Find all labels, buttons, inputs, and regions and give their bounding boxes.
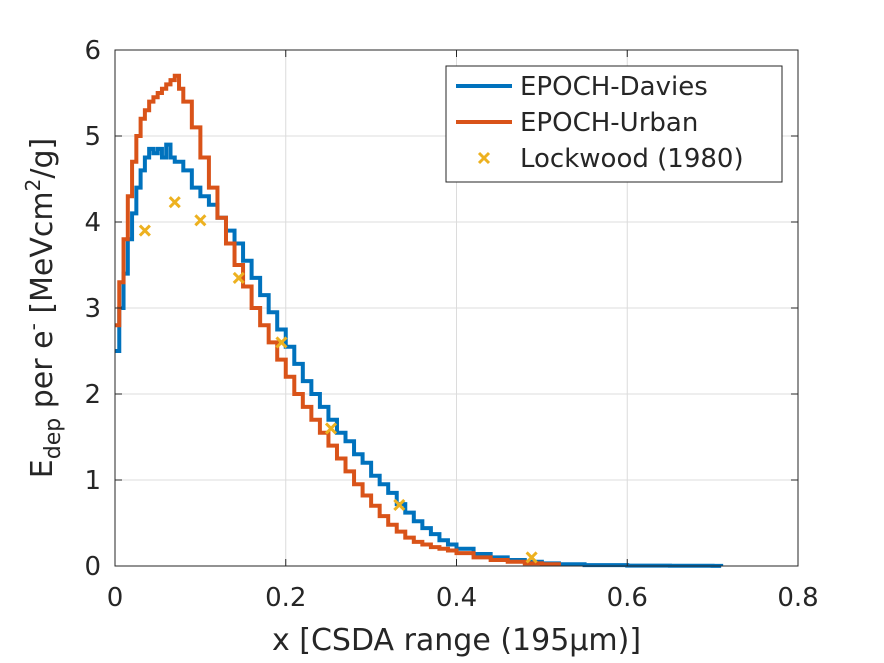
y-label-middle: per e <box>25 330 60 417</box>
x-tick-label: 0.8 <box>777 583 818 613</box>
legend-entry: EPOCH-Urban <box>456 108 698 138</box>
legend-label: Lockwood (1980) <box>520 144 744 174</box>
y-label-unit-start: [MeVcm <box>25 191 60 323</box>
y-label-unit-end: /g] <box>25 138 60 179</box>
legend-swatch <box>477 151 491 165</box>
data-point <box>525 551 538 564</box>
legend-label: EPOCH-Davies <box>520 72 708 102</box>
y-label-superscript: - <box>21 323 45 330</box>
data-point <box>275 336 288 349</box>
legend-entry: EPOCH-Davies <box>456 72 708 102</box>
y-tick-label: 4 <box>84 208 101 238</box>
series-layer <box>115 73 724 568</box>
y-tick-label: 5 <box>84 122 101 152</box>
legend: EPOCH-Davies EPOCH-Urban Lockwood (1980) <box>445 65 783 183</box>
axis-ticks <box>114 49 799 567</box>
x-tick-label: 0 <box>107 583 124 613</box>
y-tick-label: 2 <box>84 380 101 410</box>
legend-entry: Lockwood (1980) <box>477 144 744 174</box>
series-line-1 <box>115 73 561 567</box>
data-point <box>194 214 207 227</box>
data-point <box>393 498 406 512</box>
y-tick-label: 0 <box>84 552 101 582</box>
x-tick-label: 0.6 <box>607 583 648 613</box>
x-tick-label: 0.4 <box>436 583 477 613</box>
data-point <box>232 271 245 284</box>
y-tick-label: 3 <box>84 294 101 324</box>
y-label-unit-power: 2 <box>21 179 45 192</box>
series-line-0 <box>115 142 724 568</box>
x-tick-label: 0.2 <box>265 583 306 613</box>
data-point <box>324 422 338 435</box>
x-axis-label: x [CSDA range (195μm)] <box>272 623 641 658</box>
y-axis-label: Edep per e- [MeVcm2/g] <box>21 138 66 478</box>
y-tick-label: 6 <box>84 36 101 66</box>
y-label-subscript: dep <box>41 418 66 459</box>
legend-entries: EPOCH-Davies EPOCH-Urban Lockwood (1980) <box>456 72 744 174</box>
y-tick-label: 1 <box>84 466 101 496</box>
tick-labels: 0 0.2 0.4 0.6 0.8 0 1 2 3 4 5 6 <box>84 36 818 613</box>
data-point <box>138 224 151 237</box>
legend-label: EPOCH-Urban <box>520 108 698 138</box>
y-label-prefix: E <box>25 459 60 478</box>
data-point <box>168 196 181 209</box>
